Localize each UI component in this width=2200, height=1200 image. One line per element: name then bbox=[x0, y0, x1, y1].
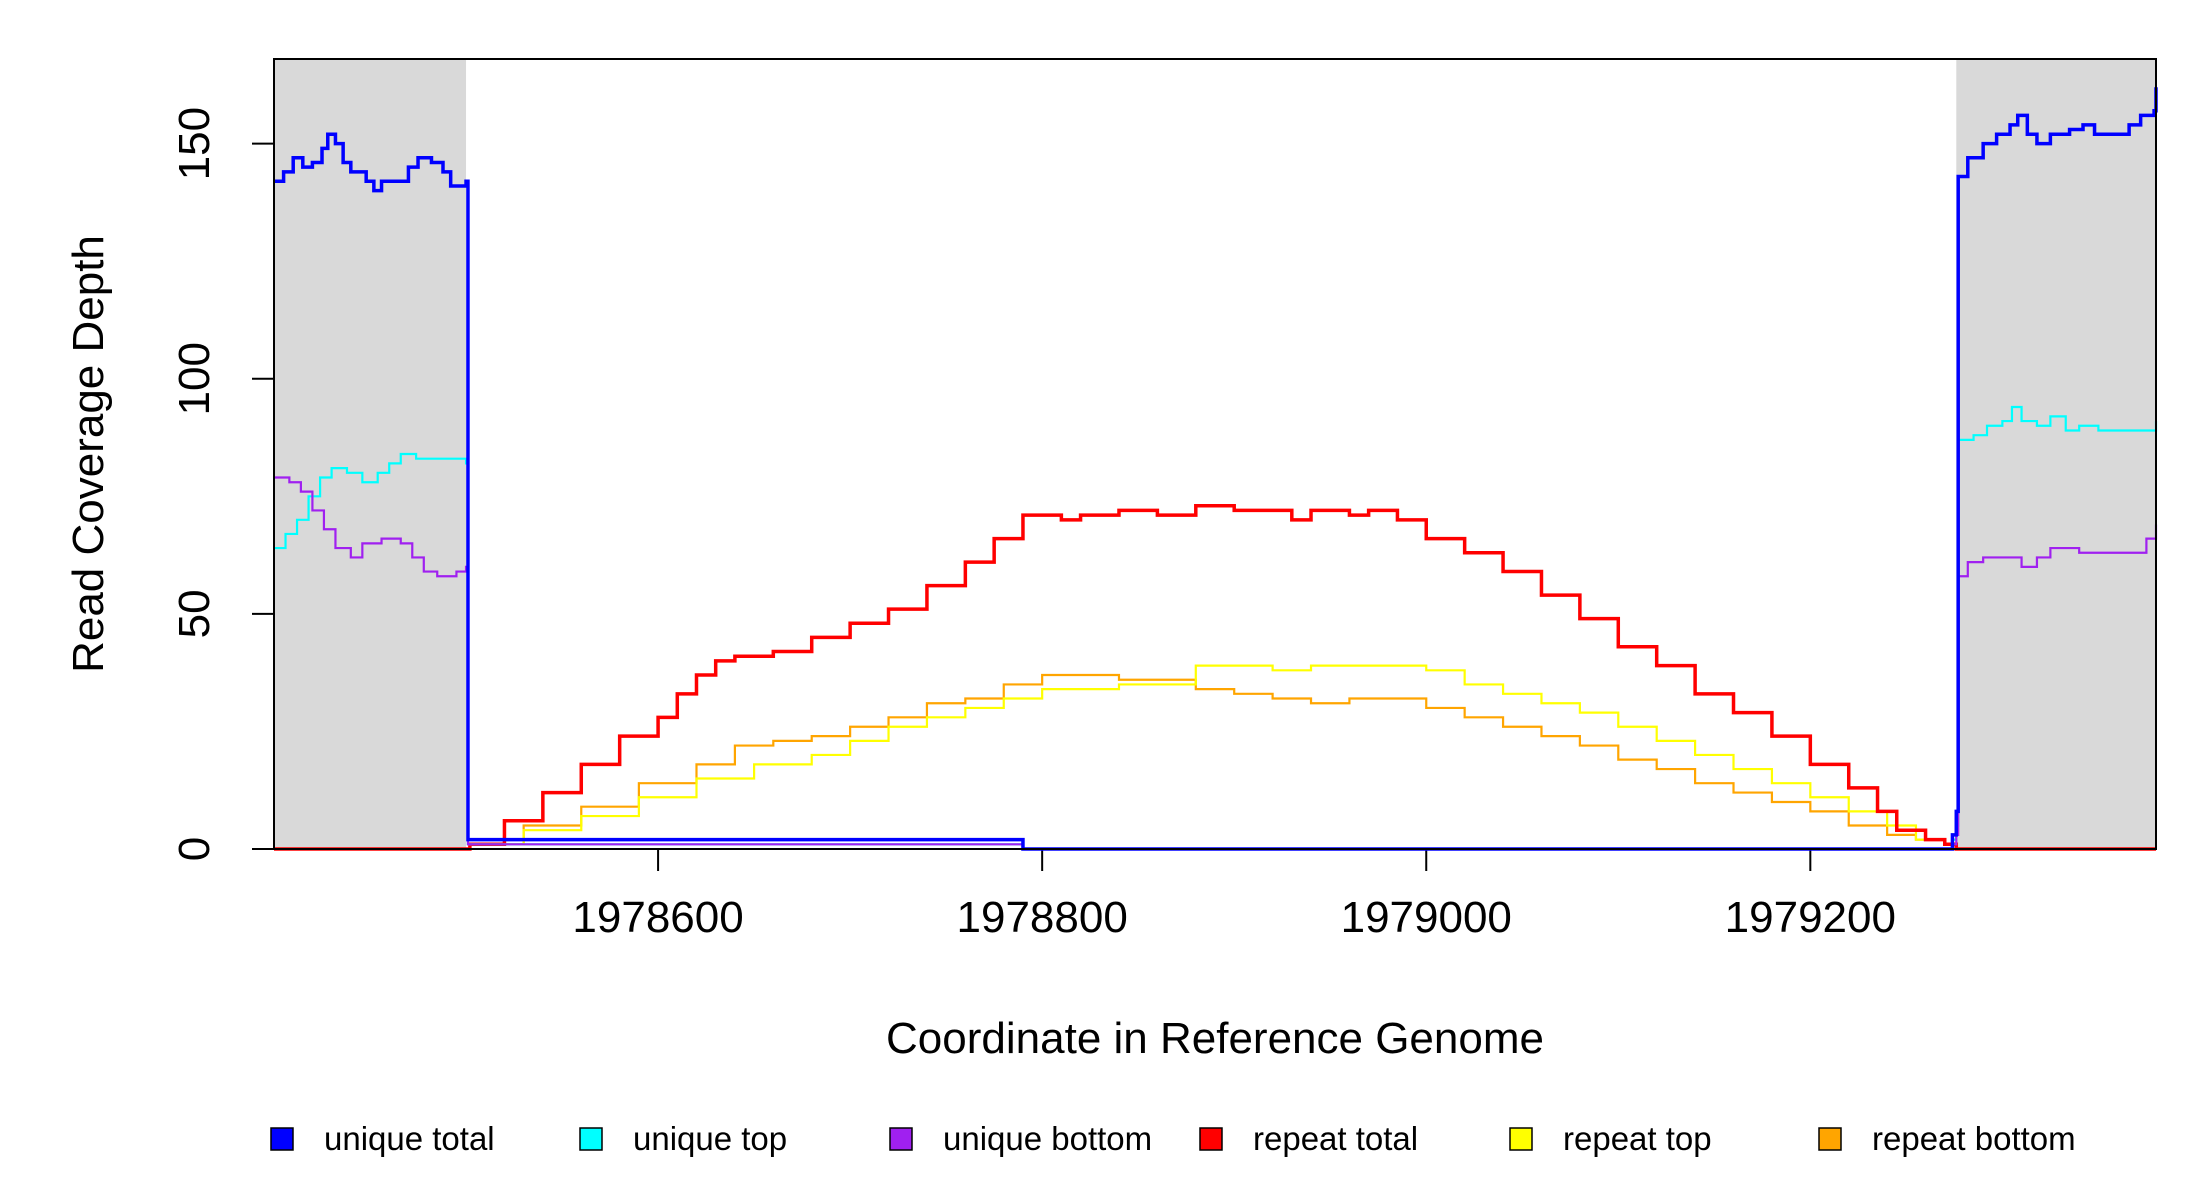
x-tick-label: 1979200 bbox=[1725, 893, 1896, 942]
legend: unique total unique top unique bottom repea… bbox=[270, 1120, 2076, 1157]
y-axis-title: Read Coverage Depth bbox=[64, 235, 113, 673]
series-repeat-top bbox=[274, 664, 2156, 851]
legend-swatch bbox=[1818, 1127, 1842, 1151]
x-tick-label: 1979000 bbox=[1341, 893, 1512, 942]
series-unique-top bbox=[274, 405, 2158, 851]
shaded-region-2 bbox=[1956, 59, 2156, 849]
x-tick-label: 1978800 bbox=[957, 893, 1128, 942]
y-tick-label: 100 bbox=[170, 342, 219, 415]
series-unique-total bbox=[274, 87, 2158, 851]
series-layer bbox=[274, 87, 2158, 851]
legend-label: repeat bottom bbox=[1872, 1120, 2076, 1157]
x-tick-label: 1978600 bbox=[572, 893, 743, 942]
legend-swatch bbox=[1199, 1127, 1223, 1151]
plot-frame bbox=[273, 58, 2157, 850]
series-repeat-bottom bbox=[274, 673, 2156, 851]
legend-label: repeat total bbox=[1253, 1120, 1418, 1157]
legend-swatch bbox=[270, 1127, 294, 1151]
axis-ticks: 1978600 1978800 1979000 1979200 0 50 100 150 bbox=[170, 107, 1896, 942]
series-repeat-total bbox=[274, 503, 2156, 851]
y-tick-label: 50 bbox=[170, 589, 219, 638]
legend-label: repeat top bbox=[1563, 1120, 1712, 1157]
legend-swatch bbox=[579, 1127, 603, 1151]
legend-label: unique top bbox=[633, 1120, 787, 1157]
shaded-regions bbox=[274, 59, 2156, 849]
y-tick-label: 150 bbox=[170, 107, 219, 180]
y-tick-label: 0 bbox=[170, 837, 219, 861]
shaded-region-1 bbox=[274, 59, 467, 849]
legend-swatch bbox=[889, 1127, 913, 1151]
legend-label: unique bottom bbox=[943, 1120, 1152, 1157]
legend-label: unique total bbox=[324, 1120, 495, 1157]
x-axis-title: Coordinate in Reference Genome bbox=[886, 1014, 1544, 1063]
legend-swatch bbox=[1509, 1127, 1533, 1151]
